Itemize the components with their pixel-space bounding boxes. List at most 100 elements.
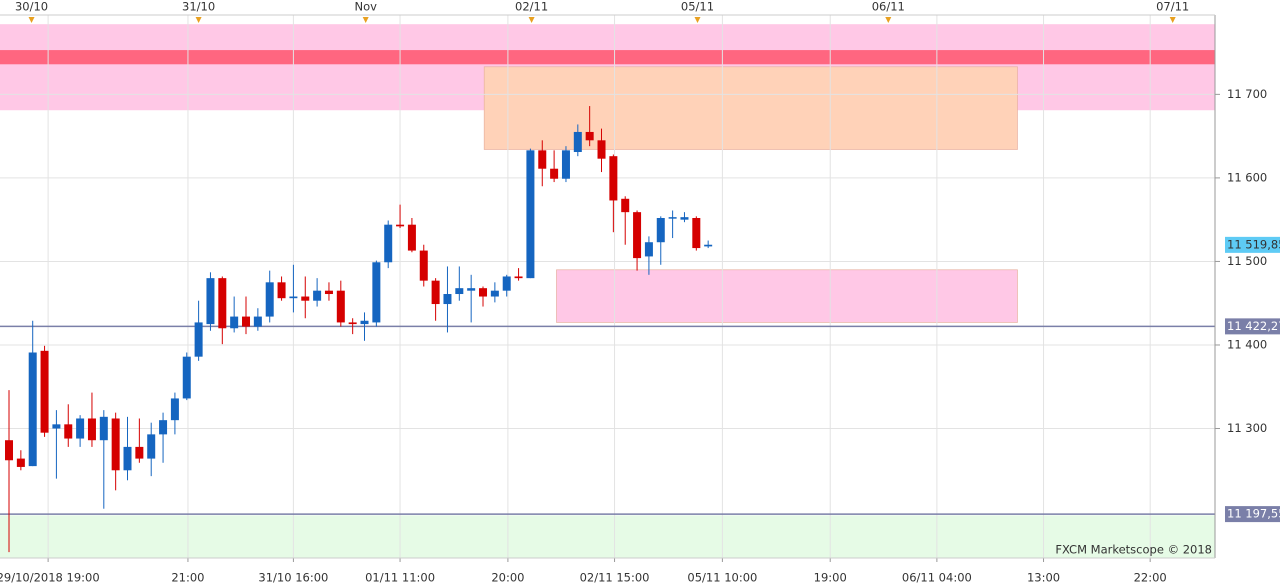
top-tick-label: 30/10 [15, 0, 48, 14]
candle-body [182, 356, 191, 399]
candle-body [99, 416, 108, 441]
candle-body [443, 294, 452, 305]
candle-body [538, 150, 547, 169]
candle-body [147, 434, 156, 459]
zone [483, 66, 1018, 150]
candle-body [194, 322, 203, 357]
level-label-bg [1225, 318, 1280, 335]
watermark: FXCM Marketscope © 2018 [1055, 543, 1212, 557]
candle-body [301, 296, 310, 301]
top-tick-marker [195, 17, 202, 23]
candle-body [644, 242, 653, 257]
candle-body [336, 290, 345, 323]
candle-body [265, 282, 274, 317]
candle-body [40, 350, 49, 433]
y-tick-label: 11 500 [1227, 254, 1267, 268]
candle-body [360, 320, 369, 325]
candle-body [76, 418, 85, 439]
candle-body [206, 278, 215, 325]
candle-body [573, 131, 582, 153]
candle-body [467, 288, 476, 291]
candles [5, 106, 713, 553]
candle-body [16, 458, 25, 467]
candle-body [692, 217, 701, 249]
level-label: 11 197,55 [1227, 507, 1280, 521]
candle-body [289, 296, 298, 299]
candle-body [111, 418, 120, 471]
x-tick-label: 20:00 [491, 571, 524, 585]
candle-body [431, 280, 440, 305]
candle-body [597, 140, 606, 159]
candle-body [396, 224, 405, 227]
candle-body [561, 150, 570, 179]
candle-body [28, 352, 37, 467]
candle-body [277, 282, 286, 299]
candle-body [704, 244, 713, 247]
top-tick-label: 07/11 [1156, 0, 1189, 14]
x-tick-label: 02/11 15:00 [580, 571, 650, 585]
top-tick-marker [528, 17, 535, 23]
x-tick-label: 13:00 [1027, 571, 1060, 585]
top-tick-label: 02/11 [515, 0, 548, 14]
candle-body [455, 288, 464, 295]
candle-body [526, 150, 535, 279]
candle-body [407, 224, 416, 251]
candle-body [242, 316, 251, 327]
candle-body [633, 212, 642, 259]
candle-body [479, 288, 488, 297]
top-tick-marker [28, 17, 35, 23]
candle-body [87, 418, 96, 441]
top-tick-label: 05/11 [681, 0, 714, 14]
candle-body [324, 290, 333, 295]
candle-body [514, 276, 523, 279]
candle-body [253, 316, 262, 327]
zone [0, 50, 1215, 65]
candle-body [313, 290, 322, 301]
top-tick-marker [1169, 17, 1176, 23]
zones [0, 24, 1215, 558]
candle-body [680, 217, 689, 220]
x-tick-label: 19:00 [814, 571, 847, 585]
x-tick-label: 29/10/2018 19:00 [0, 571, 100, 585]
candle-body [384, 224, 393, 263]
candle-body [52, 424, 61, 429]
candle-body [668, 217, 677, 219]
candle-body [170, 398, 179, 421]
candle-body [64, 424, 73, 439]
candle-body [372, 262, 381, 323]
last-price-bg [1225, 236, 1280, 253]
x-tick-label: 05/11 10:00 [687, 571, 757, 585]
zone [0, 515, 1215, 558]
x-tick-label: 21:00 [171, 571, 204, 585]
y-tick-label: 11 700 [1227, 87, 1267, 101]
candle-body [419, 250, 428, 281]
top-tick-label: 06/11 [872, 0, 905, 14]
candle-body [348, 322, 357, 325]
top-tick-label: Nov [354, 0, 377, 14]
y-tick-label: 11 400 [1227, 337, 1267, 351]
level-label: 11 422,27 [1227, 319, 1280, 333]
y-tick-label: 11 300 [1227, 421, 1267, 435]
candle-body [550, 168, 559, 179]
x-tick-label: 01/11 11:00 [365, 571, 435, 585]
x-tick-label: 31/10 16:00 [258, 571, 328, 585]
top-tick-marker [694, 17, 701, 23]
top-tick-marker [362, 17, 369, 23]
candle-body [218, 278, 227, 329]
candle-body [656, 217, 665, 243]
x-tick-label: 22:00 [1134, 571, 1167, 585]
x-tick-label: 06/11 04:00 [902, 571, 972, 585]
last-price-label: 11 519,85 [1227, 237, 1280, 251]
candle-body [159, 420, 168, 435]
candle-body [609, 156, 618, 201]
candle-body [621, 198, 630, 213]
top-tick-marker [885, 17, 892, 23]
candle-body [135, 446, 144, 459]
candle-body [490, 290, 499, 297]
candle-body [502, 276, 511, 291]
candle-body [585, 131, 594, 141]
zone [556, 269, 1018, 323]
candle-body [230, 316, 239, 329]
